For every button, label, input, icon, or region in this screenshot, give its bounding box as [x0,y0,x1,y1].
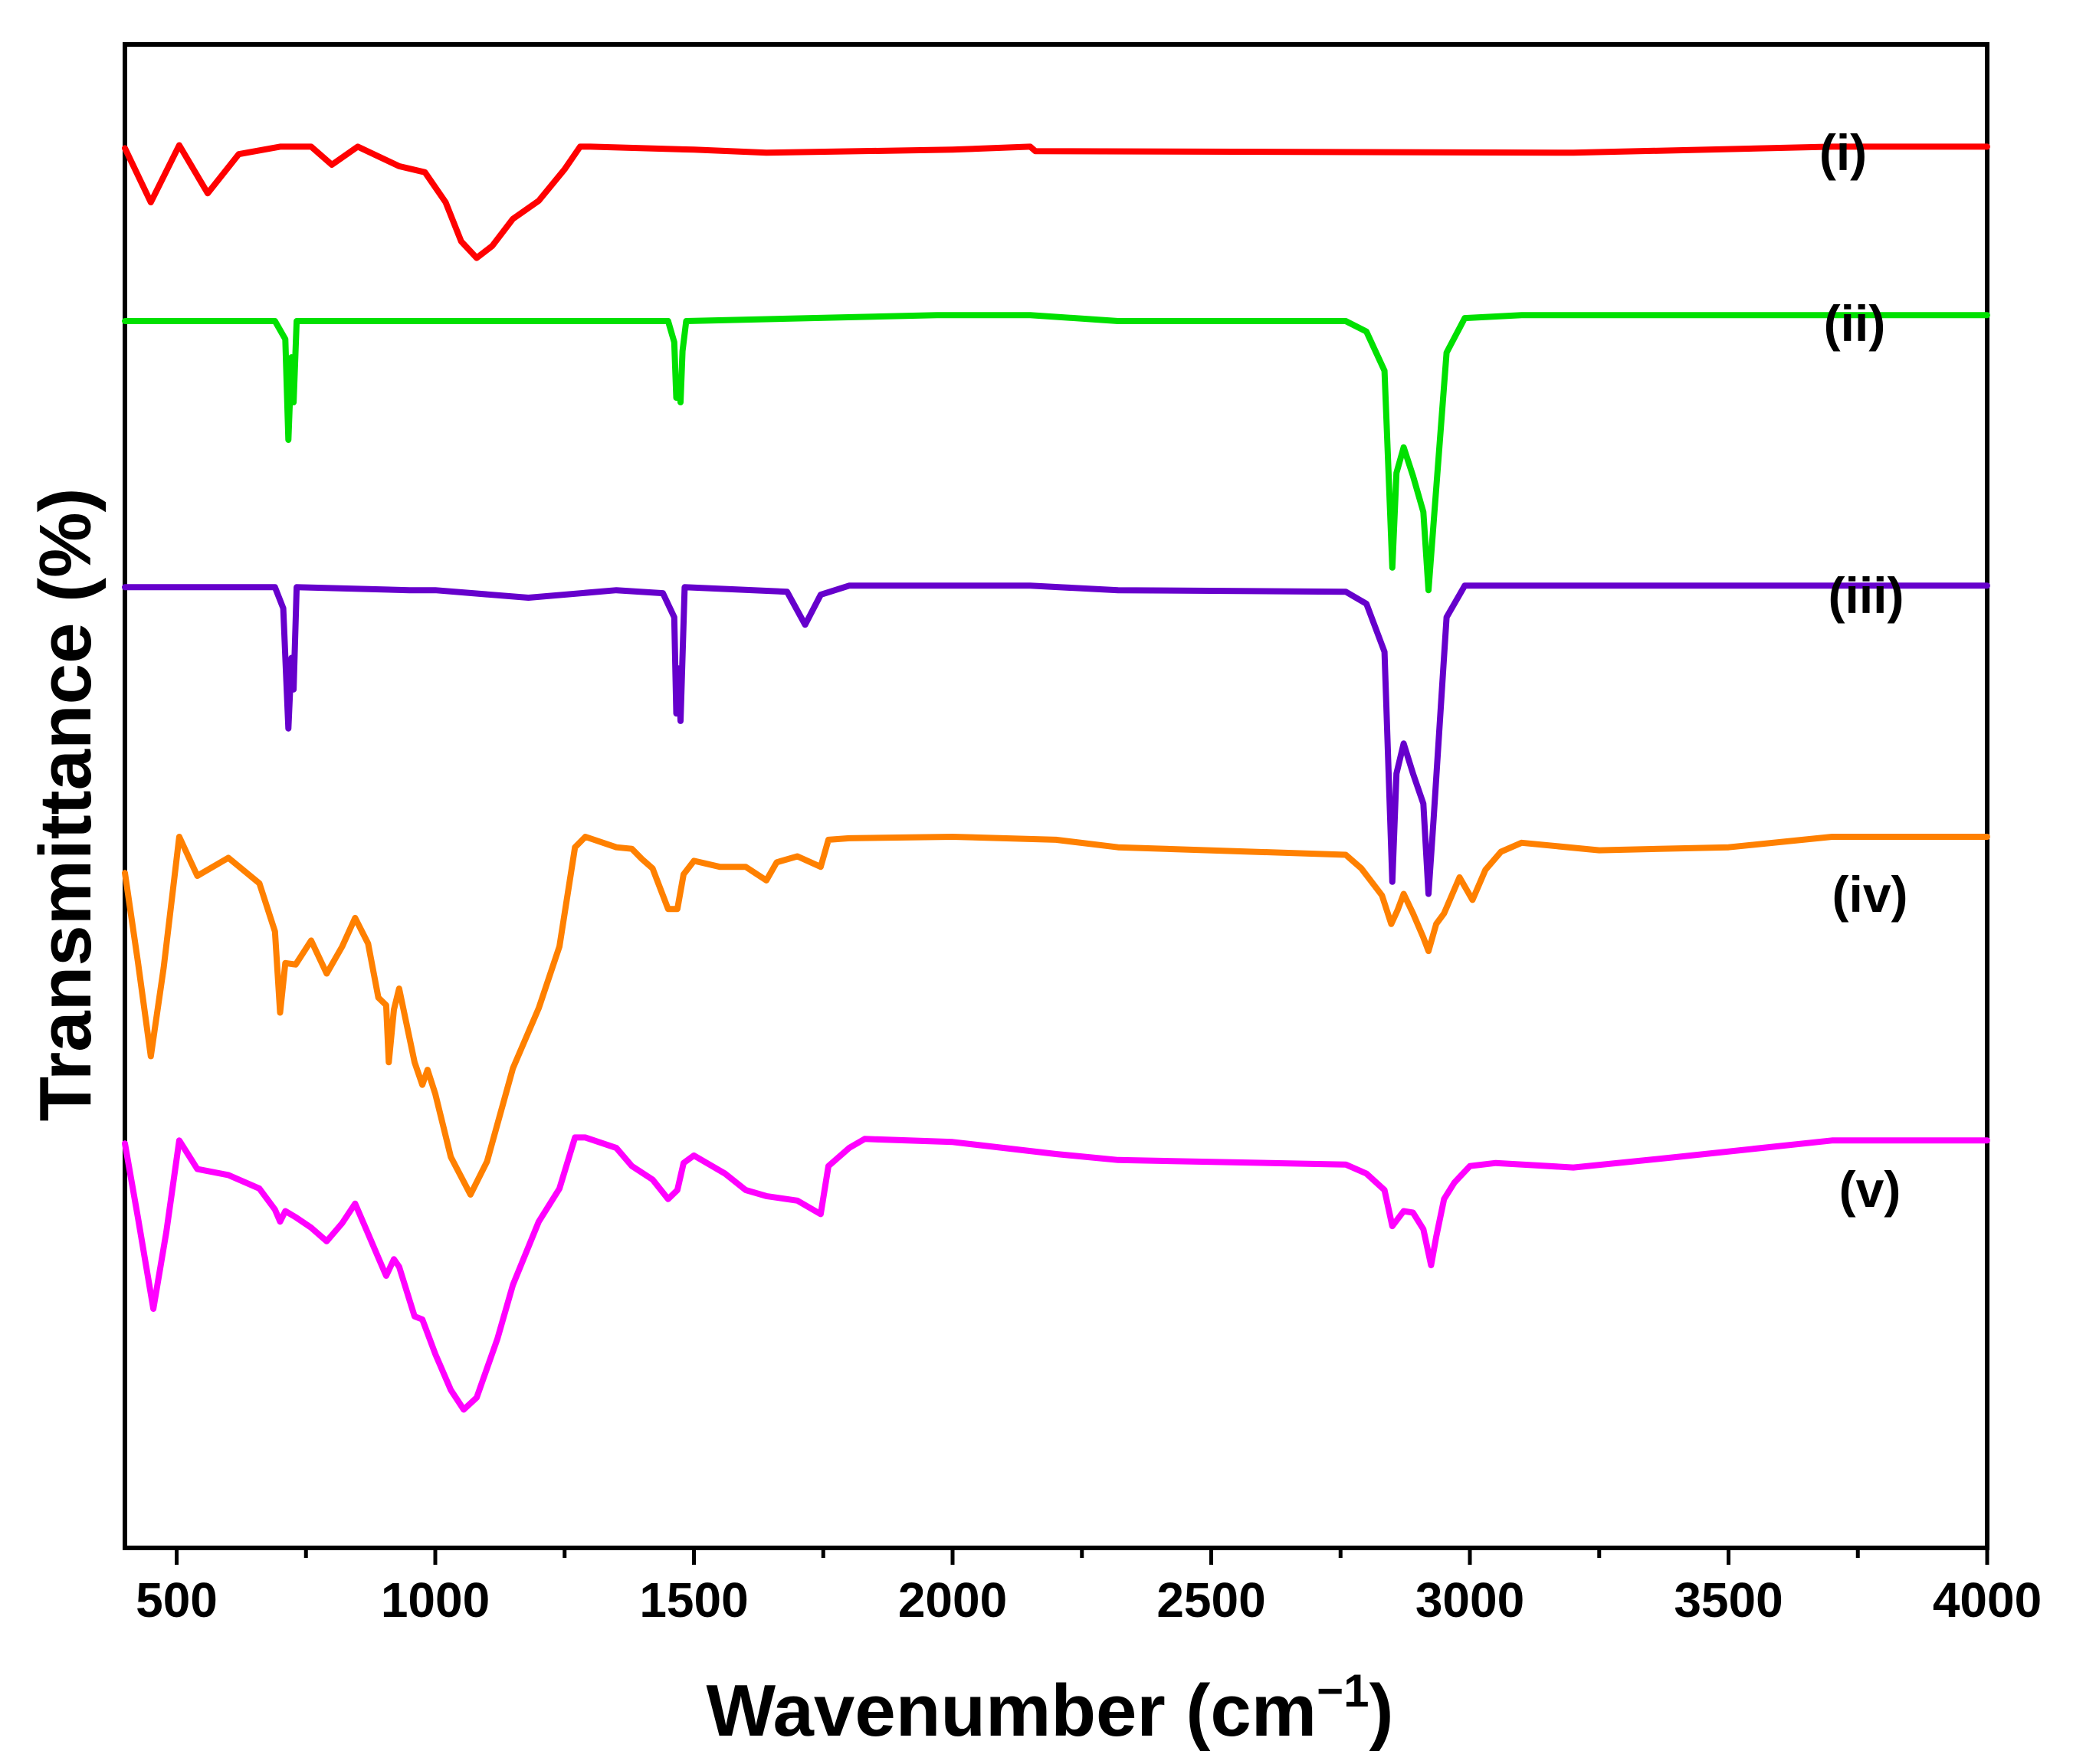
x-axis-ticks: 500 1000 1500 2000 2500 3000 3500 4000 [136,1548,2042,1628]
x-tick-label: 2500 [1156,1572,1265,1628]
x-tick-label: 1000 [381,1572,490,1628]
x-axis-title-close: ) [1369,1670,1394,1752]
x-tick-label: 1500 [639,1572,748,1628]
series-line-5 [122,1134,1990,1413]
series-label-4: (iv) [1832,866,1908,923]
x-tick-label: 2000 [898,1572,1007,1628]
series-line-1 [122,142,1990,261]
x-axis-title-superscript: −1 [1317,1665,1369,1716]
x-tick-label: 3500 [1674,1572,1783,1628]
x-axis-title: Wavenumber (cm−1) [706,1665,1393,1752]
x-tick-label: 500 [136,1572,218,1628]
series-label-5: (v) [1839,1161,1901,1218]
series-labels: (i) (ii) (iii) (iv) (v) [1819,124,1908,1218]
x-tick-label: 4000 [1933,1572,2042,1628]
y-axis-title: Transmittance (%) [25,488,107,1122]
series-line-4 [122,834,1990,1198]
series-lines [122,142,1990,1413]
x-tick-label: 3000 [1415,1572,1524,1628]
series-label-1: (i) [1819,124,1867,181]
series-label-3: (iii) [1829,567,1904,624]
series-line-3 [122,582,1990,897]
series-line-2 [122,312,1990,594]
plot-frame [123,42,1989,1550]
series-label-2: (ii) [1824,295,1886,352]
